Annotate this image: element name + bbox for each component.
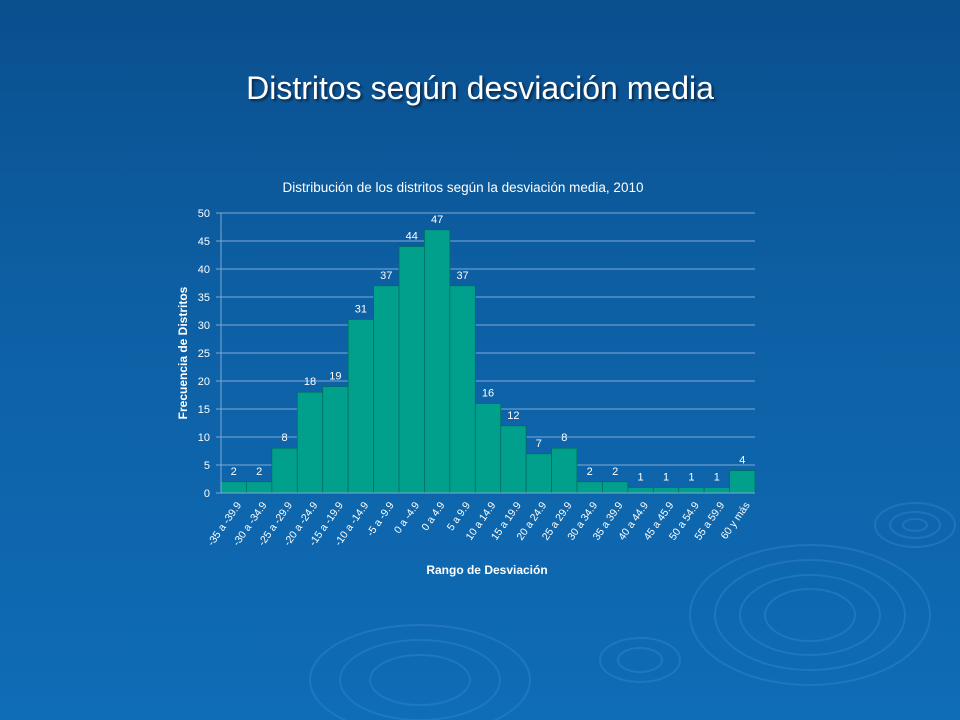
chart-title: Distribución de los distritos según la d… [283,180,644,195]
histogram-bar [652,486,680,494]
histogram-bar [474,402,502,494]
histogram-bar [627,486,654,494]
histogram-bar [703,486,730,494]
y-tick-label: 25 [198,348,210,360]
y-tick-label: 35 [198,292,210,304]
gridlines [221,212,755,466]
data-label: 19 [329,371,341,383]
data-label: 1 [663,471,669,483]
histogram-bar [551,447,578,494]
histogram-bar [246,481,273,494]
histogram-bar [271,447,298,494]
slide-title: Distritos según desviación media [246,70,714,106]
histogram-bar [525,453,552,494]
data-label: 44 [406,231,418,243]
x-tick-label: 0 a 4.9 [419,500,447,533]
histogram-bar [373,285,400,494]
y-tick-label: 15 [198,404,210,416]
data-label: 1 [638,471,644,483]
bars [220,229,756,494]
histogram-bar [449,285,476,494]
data-label: 1 [688,471,694,483]
histogram-bar [500,425,527,494]
data-label: 7 [536,438,542,450]
x-tick-label: 0 a -4.9 [392,500,422,536]
y-axis-label: Frecuencia de Distritos [176,286,190,419]
data-label: 8 [282,432,288,444]
histogram-bar [424,229,451,494]
data-label: 31 [355,303,367,315]
histogram-bar [398,246,425,494]
histogram-bar [347,318,374,494]
x-axis-label: Rango de Desviación [426,563,547,577]
y-tick-label: 0 [204,488,210,500]
data-label: 12 [507,410,519,422]
data-label: 8 [561,432,567,444]
y-tick-label: 45 [198,236,210,248]
y-tick-label: 20 [198,376,210,388]
y-tick-label: 5 [204,460,210,472]
data-label: 37 [380,270,392,282]
data-label: 2 [587,466,593,478]
data-label: 18 [304,376,316,388]
data-label: 4 [739,455,745,467]
y-tick-label: 10 [198,432,210,444]
histogram-bar [602,481,629,494]
histogram-bar [322,386,349,494]
histogram-bar [220,481,247,494]
data-label: 16 [482,387,494,399]
histogram-bar [678,486,705,494]
data-label: 2 [231,466,237,478]
data-label: 2 [612,466,618,478]
data-label: 47 [431,214,443,226]
histogram-bar [729,470,756,494]
histogram-bar [576,481,603,494]
data-labels: 2 2 8 18 19 31 37 44 47 37 16 12 7 8 2 2 1 1 1 1 4 [231,214,746,484]
data-label: 2 [256,466,262,478]
y-tick-label: 50 [198,208,210,220]
histogram-bar [296,391,324,494]
y-tick-label: 30 [198,320,210,332]
y-tick-label: 40 [198,264,210,276]
data-label: 1 [714,471,720,483]
data-label: 37 [456,270,468,282]
